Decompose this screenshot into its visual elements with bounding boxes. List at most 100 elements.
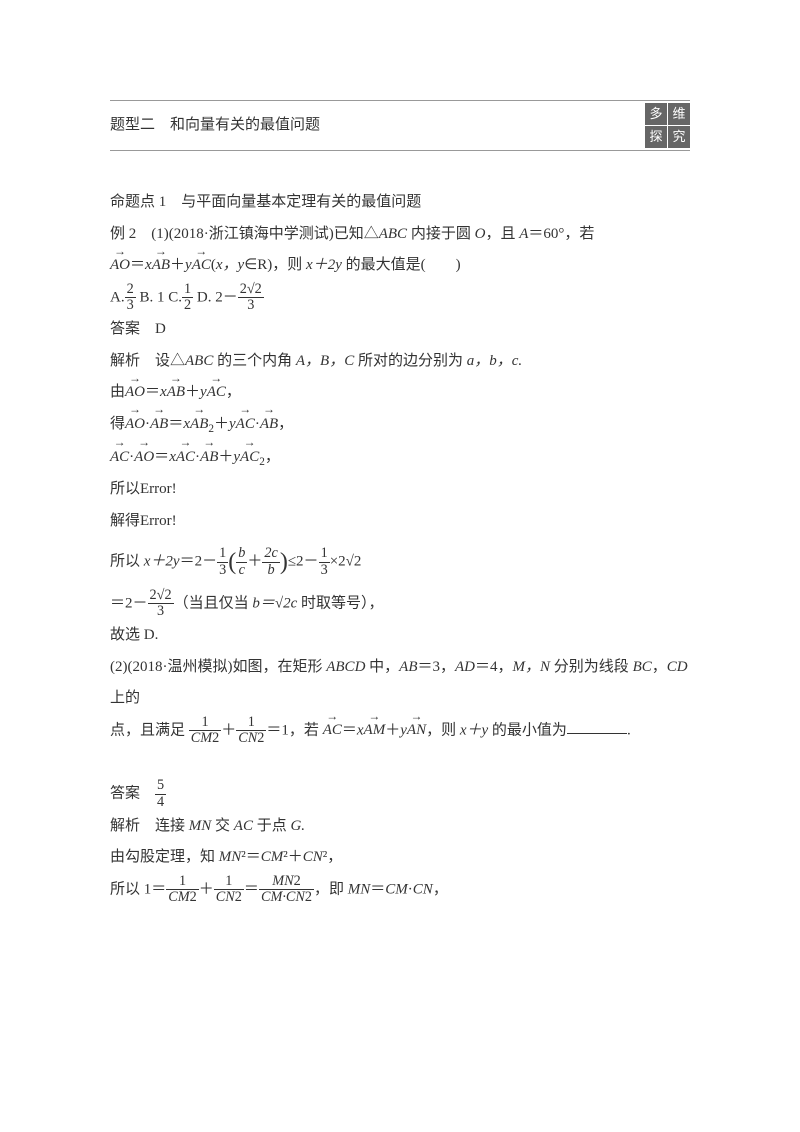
text: ²， — [323, 849, 343, 865]
fraction: 2cb — [262, 546, 279, 578]
var: MN — [348, 881, 371, 897]
text: ＝60°，若 — [528, 226, 594, 242]
text: 内接于圆 — [407, 226, 475, 242]
text: ＝4， — [475, 659, 513, 675]
text: 分别为线段 — [550, 659, 633, 675]
fraction: 1CM2 — [166, 874, 199, 906]
plus: ＋ — [247, 554, 262, 570]
section-header: 题型二 和向量有关的最值问题 多 维 探 究 — [110, 100, 690, 151]
plus: ＋ — [221, 722, 236, 738]
question-2-eq: 点，且满足 1CM2＋1CN2＝1，若 AC＝xAM＋yAN，则 x＋y 的最小… — [110, 715, 690, 747]
var: CN — [413, 881, 433, 897]
option-c: C. — [168, 289, 182, 305]
vector: AB — [200, 442, 218, 474]
fraction: bc — [236, 546, 247, 578]
plus: ＋ — [218, 449, 233, 465]
text: 由勾股定理，知 — [110, 849, 219, 865]
fraction: 2√23 — [238, 282, 264, 314]
fraction: 12 — [182, 282, 193, 314]
text: 点，且满足 — [110, 722, 185, 738]
text: ，即 — [314, 881, 348, 897]
text: 上的 — [110, 690, 140, 706]
error-line: 解得Error! — [110, 506, 690, 538]
sqrt: √2 — [346, 554, 362, 570]
text: 答案 — [110, 786, 155, 802]
question-2-stem: (2)(2018·温州模拟)如图，在矩形 ABCD 中，AB＝3，AD＝4，M，… — [110, 652, 690, 715]
eq: ＝ — [342, 722, 357, 738]
var: AC — [234, 818, 253, 834]
fraction: 13 — [319, 546, 330, 578]
var: y — [185, 257, 192, 273]
text: ＝ — [244, 881, 259, 897]
var: a，b，c. — [467, 353, 522, 369]
text: 的最大值是( ) — [342, 257, 461, 273]
var: CN — [303, 849, 323, 865]
var: MN — [219, 849, 242, 865]
fraction: 1CN2 — [214, 874, 244, 906]
text: 中， — [365, 659, 399, 675]
badge: 多 维 探 究 — [645, 103, 690, 148]
text: 的最小值为 — [488, 722, 567, 738]
option-b: B. 1 — [139, 289, 164, 305]
var: x＋y — [460, 722, 488, 738]
var: M，N — [513, 659, 551, 675]
vector-ab: AB — [152, 250, 170, 282]
text: 时取等号）， — [297, 595, 383, 611]
eq: ＝ — [154, 449, 169, 465]
badge-cell: 多 — [645, 103, 667, 125]
vector: AN — [407, 715, 426, 747]
text: ²＋ — [283, 849, 303, 865]
var: BC — [633, 659, 652, 675]
var: y — [229, 416, 236, 432]
vector: AO — [134, 442, 154, 474]
var: x＋2y — [306, 257, 342, 273]
text: ，且 — [485, 226, 519, 242]
var: G. — [290, 818, 305, 834]
text: 由 — [110, 384, 125, 400]
text: ＝2－ — [180, 554, 218, 570]
var: x＋2y — [144, 554, 180, 570]
fraction: MN2CM·CN2 — [259, 874, 314, 906]
text: ＝1，若 — [266, 722, 319, 738]
section-title: 题型二 和向量有关的最值问题 — [110, 110, 320, 142]
var: AD — [455, 659, 475, 675]
var: b＝√2c — [252, 595, 297, 611]
badge-cell: 维 — [668, 103, 690, 125]
var: x — [145, 257, 152, 273]
var: A，B，C — [296, 353, 354, 369]
vector: AC — [110, 442, 129, 474]
var: MN — [189, 818, 212, 834]
badge-cell: 究 — [668, 126, 690, 148]
solution-inequality: 所以 x＋2y＝2－13(bc＋2cb)≤2－13×2√2 — [110, 537, 690, 587]
vector: AC — [176, 442, 195, 474]
comma: ， — [278, 416, 293, 432]
var: x，y — [216, 257, 244, 273]
question-1-eq: AO＝xAB＋yAC(x，y∈R)，则 x＋2y 的最大值是( ) — [110, 250, 690, 282]
paren: ( — [228, 549, 236, 575]
solution-result: ＝2－2√23（当且仅当 b＝√2c 时取等号）， — [110, 588, 690, 620]
var: x — [169, 449, 176, 465]
var: O — [475, 226, 486, 242]
vector-ac: AC — [192, 250, 211, 282]
text: 所以 1＝ — [110, 881, 166, 897]
fraction: 2√23 — [148, 588, 174, 620]
var: CM — [261, 849, 284, 865]
options: A.23 B. 1 C.12 D. 2－2√23 — [110, 282, 690, 314]
var: CM — [385, 881, 408, 897]
var: ABC — [379, 226, 407, 242]
var: AB — [399, 659, 417, 675]
solution-1-setup: 解析 设△ABC 的三个内角 A，B，C 所对的边分别为 a，b，c. — [110, 346, 690, 378]
answer-1: 答案 D — [110, 314, 690, 346]
option-d: D. 2－ — [197, 289, 238, 305]
last-line: 所以 1＝1CM2＋1CN2＝MN2CM·CN2，即 MN＝CM·CN， — [110, 874, 690, 906]
text: ＝2－ — [110, 595, 148, 611]
vector-ao: AO — [110, 250, 130, 282]
vector: AC — [207, 377, 226, 409]
plus: ＋ — [170, 257, 185, 273]
fraction: 23 — [125, 282, 136, 314]
plus: ＋ — [385, 722, 400, 738]
text: 所对的边分别为 — [354, 353, 467, 369]
var: A — [519, 226, 528, 242]
option-a: A. — [110, 289, 125, 305]
fraction: 13 — [217, 546, 228, 578]
